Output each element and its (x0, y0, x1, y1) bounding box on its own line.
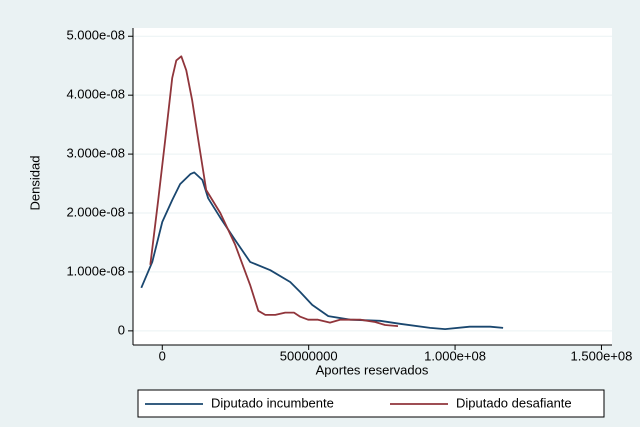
y-tick-label: 2.000e-08 (66, 204, 125, 219)
y-tick-label: 1.000e-08 (66, 263, 125, 278)
lines (140, 55, 504, 330)
y-axis-label: Densidad (27, 156, 42, 211)
series-line (140, 171, 504, 330)
x-axis-label: Aportes reservados (316, 362, 429, 377)
y-tick-label: 5.000e-08 (66, 28, 125, 43)
plot-area (133, 28, 612, 345)
series-line (149, 55, 399, 327)
y-tick-label: 4.000e-08 (66, 87, 125, 102)
x-tick-label: 1.500e+08 (571, 348, 633, 363)
x-tick-label: 0 (159, 348, 166, 363)
y-tick-label: 0 (118, 322, 125, 337)
legend-entries: Diputado incumbente Diputado desafiante (145, 395, 572, 410)
x-tick-label: 50000000 (280, 348, 338, 363)
legend-label: Diputado incumbente (211, 395, 334, 410)
legend (137, 389, 605, 418)
y-tick-label: 3.000e-08 (66, 146, 125, 161)
grid (133, 35, 612, 332)
legend-label: Diputado desafiante (456, 395, 572, 410)
x-tick-label: 1.000e+08 (424, 348, 486, 363)
